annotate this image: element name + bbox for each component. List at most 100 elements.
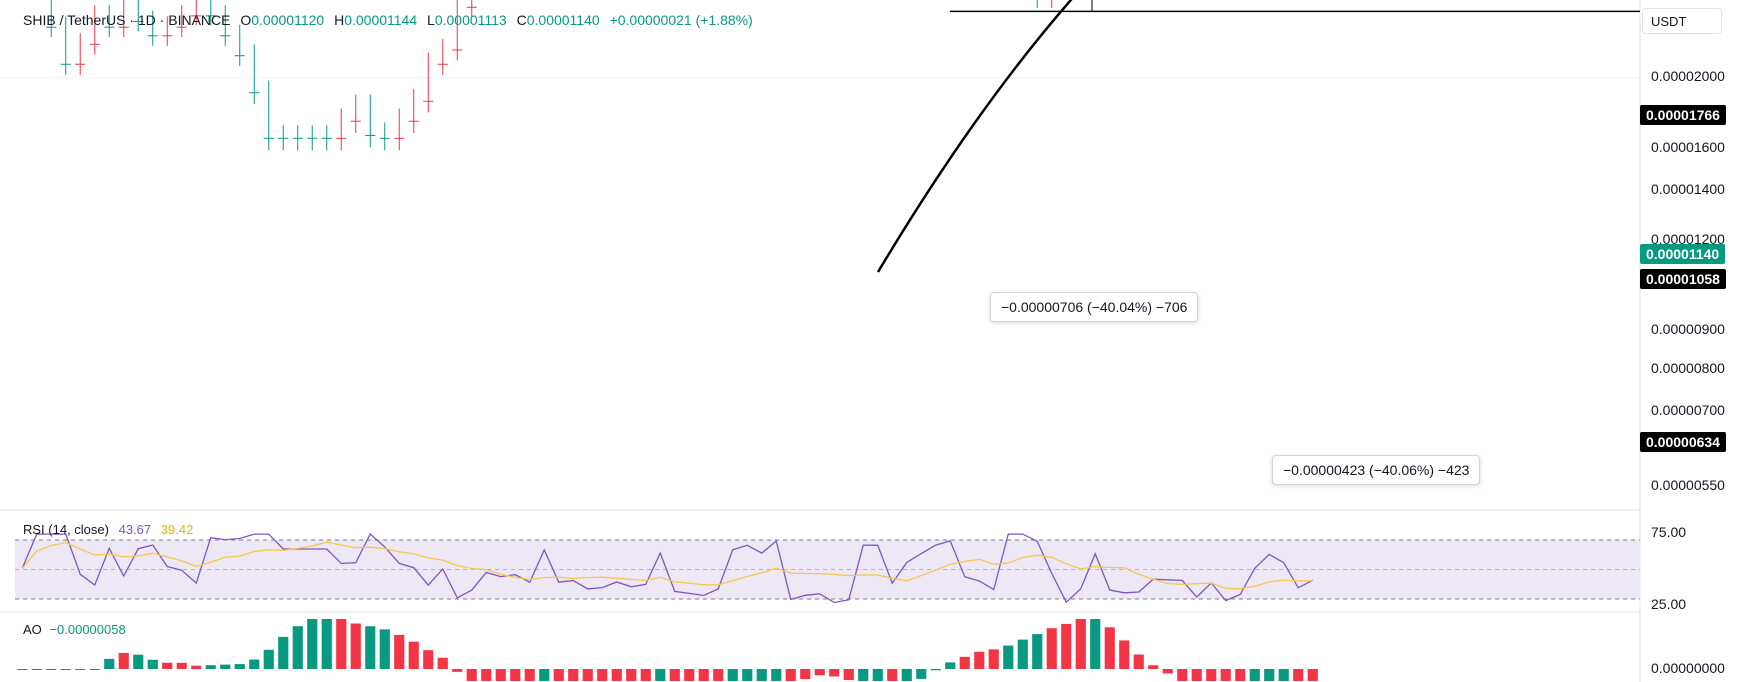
ao-bar [597, 669, 608, 681]
ao-bar [1293, 669, 1304, 681]
ao-bar [959, 656, 970, 669]
ao-bar [1119, 640, 1130, 669]
ao-bar [481, 669, 492, 681]
ao-bar [1191, 669, 1202, 681]
rsi-axis-label-75: 75.00 [1651, 524, 1687, 540]
ao-bar [756, 669, 767, 681]
ao-bar [843, 669, 854, 681]
rounding-top-arc [876, 0, 1073, 273]
candlestick-series [46, 0, 1053, 151]
ao-bar [176, 662, 187, 669]
price-axis-label: 0.00001400 [1651, 181, 1725, 197]
ao-bar [394, 634, 405, 669]
ao-bar [611, 669, 622, 681]
ao-bar [437, 657, 448, 669]
ao-bar [234, 664, 245, 669]
currency-button[interactable]: USDT [1642, 8, 1722, 34]
ao-bar [321, 619, 332, 669]
ao-pane [17, 619, 1318, 681]
ao-bar [1177, 669, 1188, 681]
ao-bar [916, 669, 927, 679]
ao-bar [1046, 628, 1057, 669]
ao-bar [89, 669, 100, 670]
rsi-label: RSI (14, close) [23, 522, 109, 537]
ao-bar [466, 669, 477, 681]
ao-bar [887, 669, 898, 681]
candle-body [46, 26, 57, 28]
candle-body [118, 26, 129, 28]
candle-body [60, 63, 71, 65]
ao-bar [800, 669, 811, 680]
rsi-axis-label-25: 25.00 [1651, 596, 1687, 612]
candle-body [263, 137, 274, 139]
ao-bar [278, 636, 289, 669]
ao-bar [1249, 669, 1260, 681]
rsi-ma-line [21, 541, 1313, 590]
ao-bar [901, 669, 912, 681]
candle-body [321, 137, 332, 139]
projected-drop-measurement[interactable]: −0.00000423 (−40.06%) −423 [1272, 455, 1481, 485]
ao-bar [60, 669, 71, 670]
ao-bar [220, 664, 231, 669]
close-value: 0.00001140 [526, 12, 600, 28]
candle-body [350, 120, 361, 122]
ao-bar [510, 669, 521, 681]
ao-bar [495, 669, 506, 681]
ao-bar [568, 669, 579, 681]
ao-bar [1148, 665, 1159, 669]
pattern-height-measurement[interactable]: −0.00000706 (−40.04%) −706 [990, 292, 1199, 322]
ao-bar [336, 619, 347, 669]
ao-bar [263, 649, 274, 669]
candle-body [408, 120, 419, 122]
ao-legend: AO −0.00000058 [23, 622, 126, 637]
resistance-price-tag: 0.00001766 [1640, 105, 1726, 125]
candle-body [278, 137, 289, 139]
ao-bar [698, 669, 709, 681]
ao-bar [742, 669, 753, 681]
ao-bar [17, 669, 28, 670]
ao-bar [771, 669, 782, 681]
ao-bar [1235, 669, 1246, 681]
ao-bar [118, 653, 129, 669]
ao-bar [1162, 669, 1173, 674]
candle-body [437, 63, 448, 65]
ao-bar [1206, 669, 1217, 681]
low-value: 0.00001113 [434, 12, 507, 28]
ao-bar [684, 669, 695, 681]
ao-bar [1017, 639, 1028, 669]
ao-bar [655, 669, 666, 681]
candle-body [423, 100, 434, 102]
ao-bar [1003, 645, 1014, 669]
ao-bar [785, 669, 796, 681]
ao-bar [162, 662, 173, 669]
ao-bar [829, 669, 840, 677]
neckline-price-tag: 0.00001058 [1640, 269, 1726, 289]
candle-body [234, 55, 245, 57]
ao-bar [727, 669, 738, 681]
ao-bar [191, 665, 202, 669]
ao-axis-label: 0.00000000 [1651, 660, 1725, 676]
price-axis-label: 0.00000700 [1651, 402, 1725, 418]
ao-bar [640, 669, 651, 681]
ao-bar [1090, 619, 1101, 669]
candle-body [336, 137, 347, 139]
ao-bar [945, 662, 956, 669]
current-price-tag: 0.00001140 [1640, 244, 1726, 264]
ao-bar [814, 669, 825, 676]
ao-bar [408, 641, 419, 669]
candle-body [205, 15, 216, 17]
ao-bar [974, 651, 985, 669]
ao-bar [930, 669, 941, 671]
ao-label: AO [23, 622, 42, 637]
ao-bar [31, 669, 42, 670]
candle-body [220, 35, 231, 37]
ao-bar [452, 669, 463, 672]
rsi-ma-value: 39.42 [160, 522, 194, 537]
ao-bar [1133, 654, 1144, 669]
candle-body [379, 137, 390, 139]
candle-body [292, 137, 303, 139]
candle-body [176, 26, 187, 28]
ao-bar [858, 669, 869, 681]
high-value: 0.00001144 [344, 12, 418, 28]
